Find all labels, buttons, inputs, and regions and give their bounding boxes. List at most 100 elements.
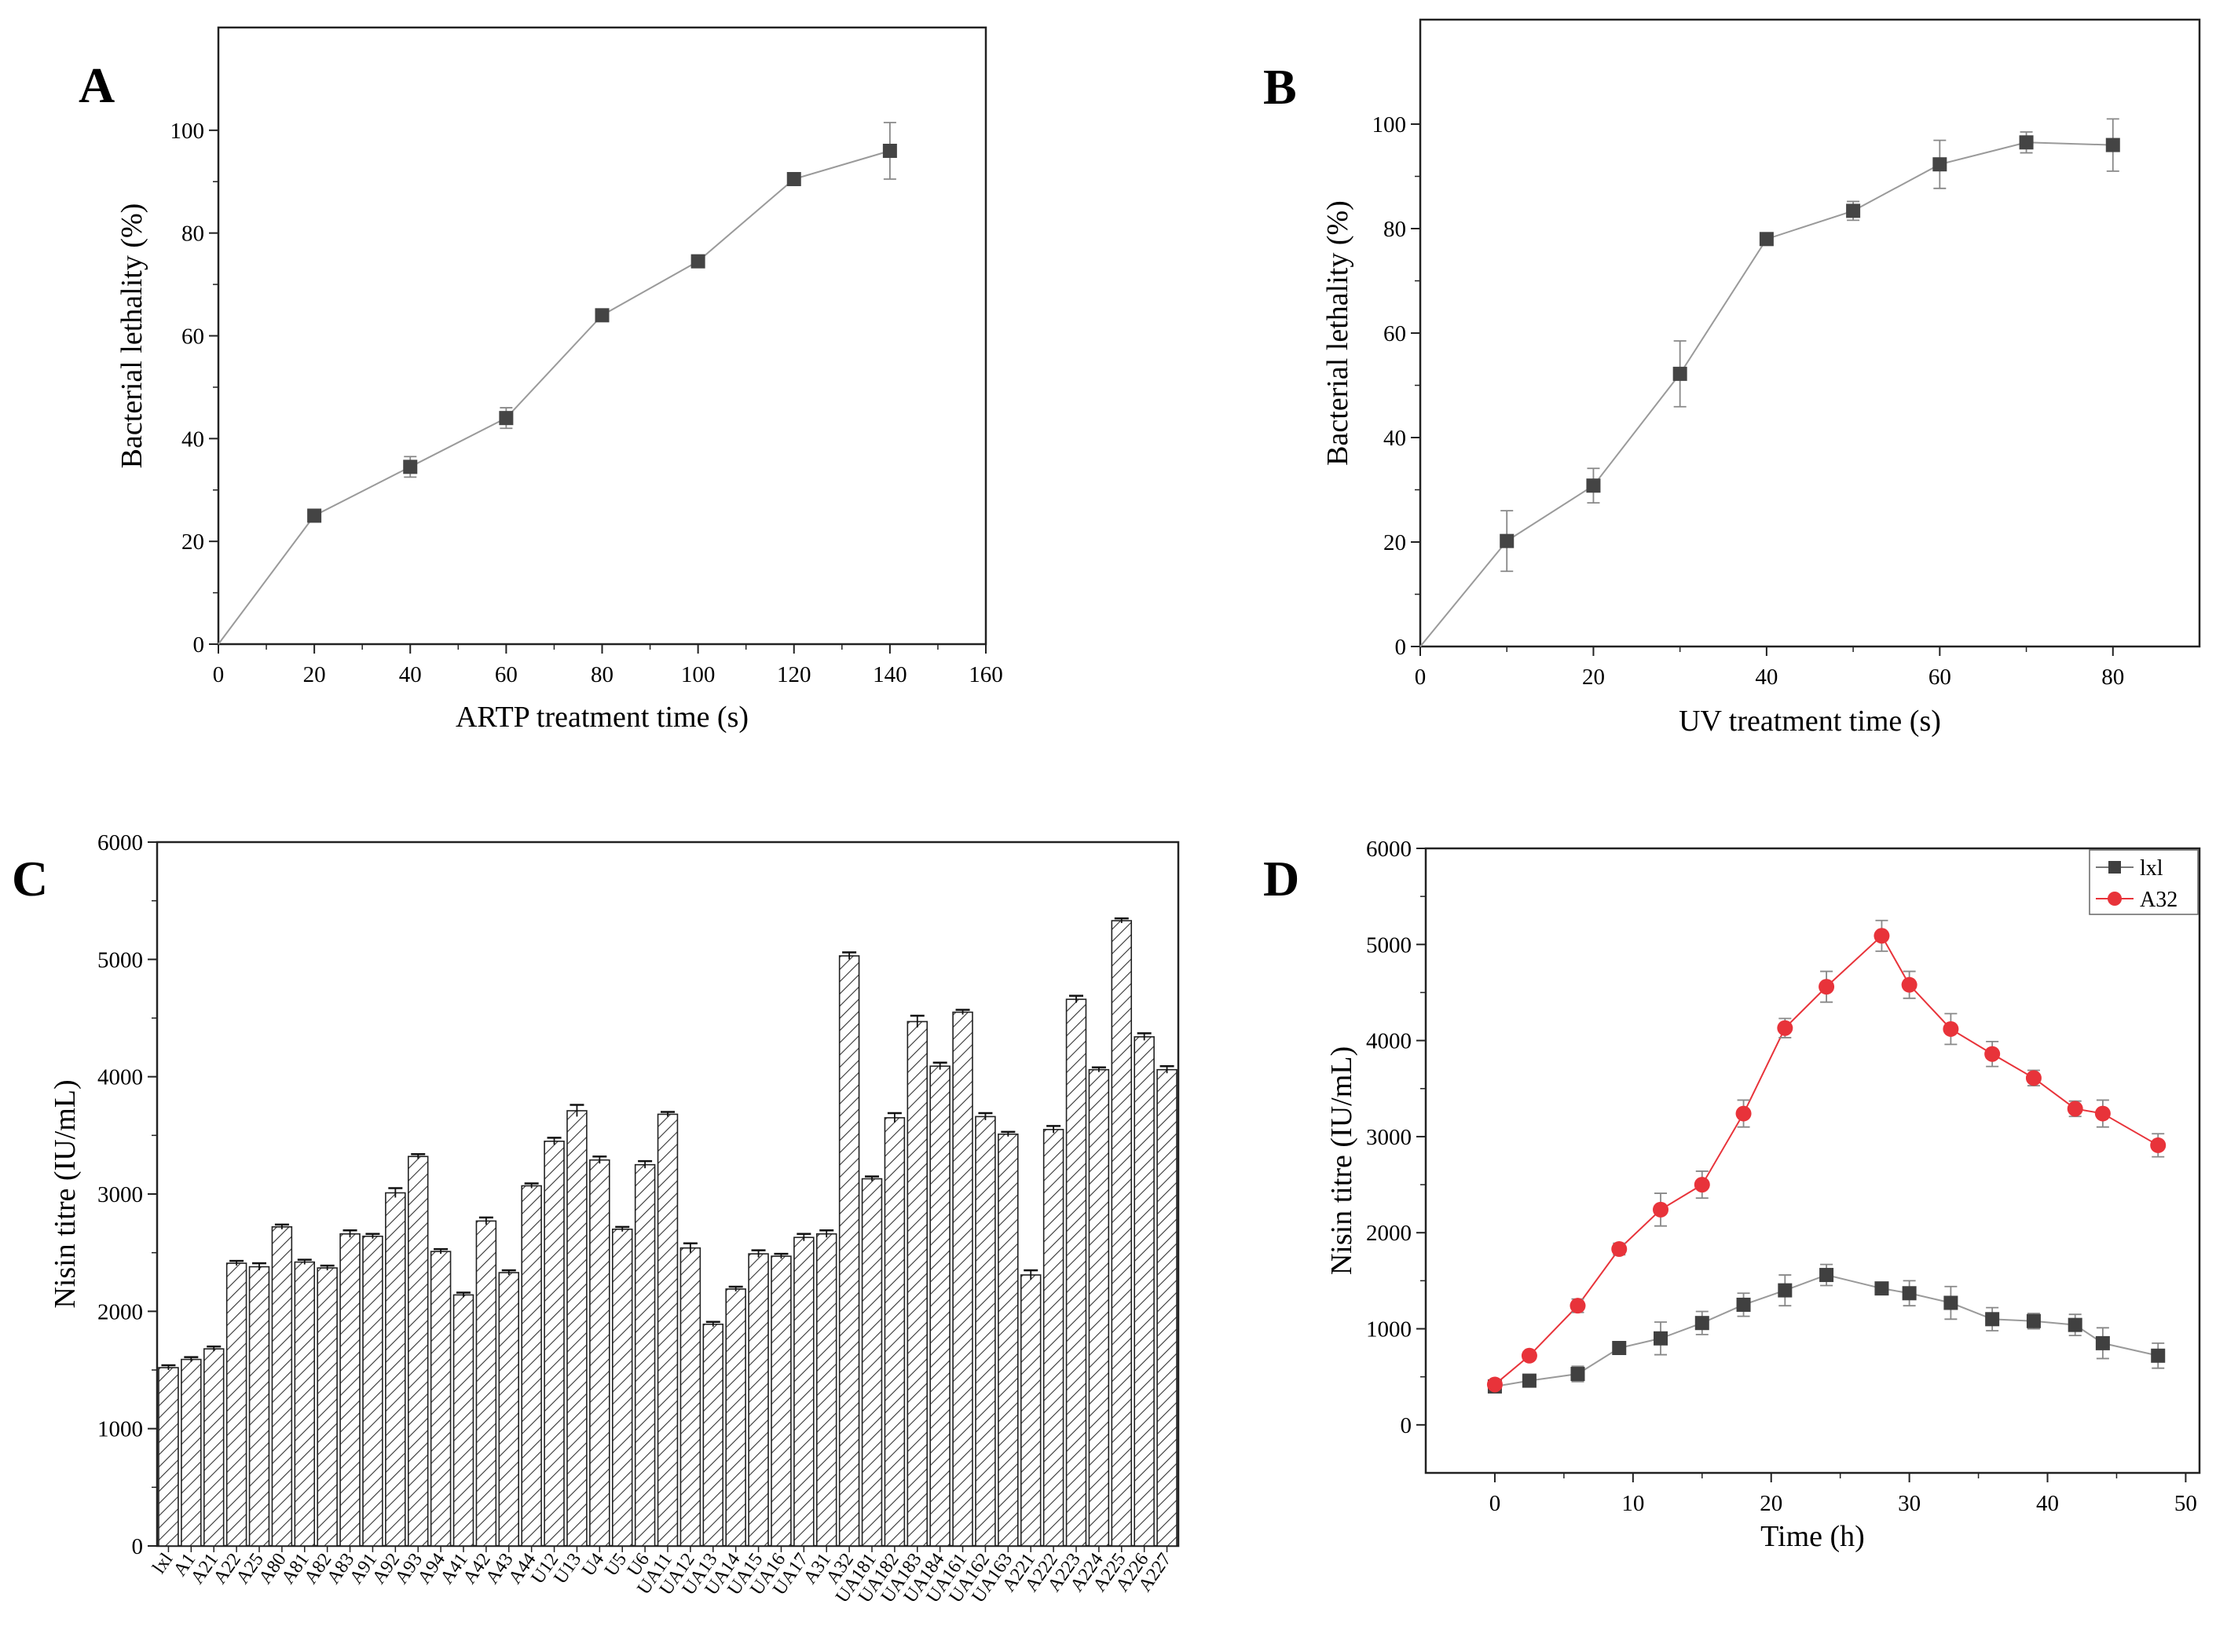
x-tick-label: 80 (591, 662, 614, 687)
data-point (1694, 1316, 1709, 1331)
x-tick-label: 40 (2036, 1491, 2059, 1516)
bar (339, 1233, 361, 1547)
data-point (1819, 1268, 1834, 1283)
bar (1065, 998, 1087, 1547)
x-tick-label: 50 (2174, 1491, 2197, 1516)
data-point (2095, 1335, 2110, 1350)
data-point (1586, 478, 1601, 493)
data-point (1486, 1376, 1503, 1393)
bar (975, 1115, 996, 1547)
bar (702, 1323, 724, 1547)
bar (385, 1192, 406, 1547)
data-point (1570, 1298, 1586, 1314)
plot-frame (1419, 18, 2201, 648)
y-tick-label: 100 (170, 119, 205, 144)
bar (1088, 1068, 1110, 1547)
data-point (1500, 533, 1515, 548)
y-tick-label: 20 (1383, 530, 1406, 555)
data-point (690, 254, 705, 269)
data-point (595, 308, 610, 323)
y-tick-label: 5000 (97, 947, 143, 973)
data-point (1521, 1347, 1537, 1364)
panel-letter: D (1263, 851, 1299, 907)
bar (793, 1236, 815, 1547)
bar (317, 1267, 338, 1547)
data-point (1653, 1201, 1669, 1218)
x-tick-label: 0 (1489, 1491, 1501, 1516)
panel-letter: C (12, 851, 48, 907)
data-point (2151, 1348, 2166, 1363)
y-axis-title: Bacterial lethality (%) (115, 203, 148, 469)
panel-letter: B (1263, 59, 1297, 115)
bar (158, 1367, 179, 1547)
y-tick-label: 1000 (1366, 1317, 1412, 1342)
x-tick-label: 40 (399, 662, 422, 687)
bar (929, 1065, 951, 1547)
data-point (1943, 1295, 1958, 1310)
x-tick-label: 60 (495, 662, 518, 687)
x-tick-label: 0 (213, 662, 225, 687)
legend-marker (2108, 861, 2121, 874)
data-point (1819, 979, 1835, 995)
bar (294, 1261, 316, 1547)
data-point (882, 144, 897, 158)
data-point (2105, 137, 2120, 152)
data-point (2019, 135, 2034, 150)
x-tick-label: 30 (1898, 1491, 1921, 1516)
data-point (2067, 1101, 2083, 1117)
plot-frame (1424, 847, 2201, 1474)
y-axis-title: Nisin titre (IU/mL) (1325, 1046, 1358, 1275)
x-tick-label: 20 (1582, 665, 1605, 690)
bar (861, 1178, 883, 1547)
bar (634, 1163, 656, 1547)
bar (271, 1226, 293, 1547)
x-tick-label: 120 (777, 662, 811, 687)
series-line-lxl (1494, 1274, 2159, 1387)
y-tick-label: 20 (181, 529, 204, 555)
y-tick-label: 6000 (1366, 837, 1412, 862)
bar (430, 1251, 452, 1547)
y-tick-label: 60 (181, 324, 204, 350)
bar (657, 1113, 679, 1547)
bar (884, 1117, 906, 1547)
bar (203, 1348, 225, 1547)
data-point (2150, 1137, 2167, 1153)
data-point (1901, 976, 1917, 993)
data-point (1777, 1020, 1793, 1036)
y-tick-label: 0 (1395, 635, 1407, 660)
x-tick-label: 0 (1415, 665, 1427, 690)
bar (498, 1272, 520, 1547)
series-line-lethality (1419, 141, 2113, 647)
data-point (1735, 1105, 1752, 1122)
data-point (1874, 1281, 1889, 1296)
data-point (2068, 1317, 2082, 1332)
bar (248, 1266, 270, 1547)
y-tick-label: 80 (181, 222, 204, 247)
legend-box (2089, 849, 2199, 915)
x-tick-label: 80 (2101, 665, 2124, 690)
data-point (1694, 1177, 1710, 1193)
bar (748, 1253, 769, 1547)
legend-label: lxl (2140, 856, 2163, 881)
data-point (1759, 232, 1774, 247)
plot-frame (217, 26, 987, 646)
data-point (2025, 1070, 2042, 1086)
y-tick-label: 60 (1383, 321, 1406, 346)
data-point (1778, 1283, 1793, 1298)
data-point (1672, 366, 1687, 381)
bar (998, 1134, 1019, 1547)
x-tick-label: 140 (873, 662, 907, 687)
data-point (403, 460, 418, 474)
bar (407, 1156, 429, 1547)
data-point (1984, 1046, 2001, 1062)
bar (838, 955, 860, 1547)
bar (679, 1247, 701, 1547)
bar (815, 1233, 837, 1547)
bar (452, 1294, 474, 1547)
bar (907, 1020, 929, 1547)
x-tick-label: 40 (1755, 665, 1778, 690)
bar (544, 1141, 565, 1547)
y-tick-label: 6000 (97, 830, 143, 855)
y-tick-label: 40 (181, 427, 204, 452)
data-point (1611, 1241, 1628, 1258)
